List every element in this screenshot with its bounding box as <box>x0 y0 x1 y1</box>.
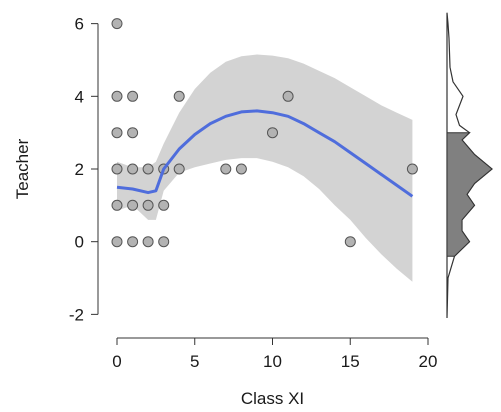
x-tick-label: 15 <box>341 352 360 371</box>
x-tick-label: 0 <box>112 352 121 371</box>
y-ticks: -2 0 2 4 6 <box>69 15 98 324</box>
scatter-point <box>111 163 123 175</box>
scatter-point <box>127 236 139 248</box>
smooth-fit-line <box>116 109 414 198</box>
scatter-point <box>111 18 123 30</box>
scatter-points <box>111 18 418 248</box>
scatter-point <box>158 236 170 248</box>
scatter-point <box>344 236 356 248</box>
scatter-point <box>158 199 170 211</box>
confidence-band-group <box>117 54 413 282</box>
y-tick-label: 2 <box>75 160 84 179</box>
y-axis: -2 0 2 4 6 <box>69 15 99 324</box>
scatter-point <box>111 199 123 211</box>
x-ticks: 0 5 10 15 20 <box>112 338 437 371</box>
confidence-band <box>117 54 413 282</box>
x-tick-label: 20 <box>419 352 438 371</box>
scatter-point <box>127 163 139 175</box>
y-axis-label: Teacher <box>13 138 32 199</box>
scatter-point <box>267 127 278 139</box>
marginal-density-fill <box>446 132 493 257</box>
y-tick-label: -2 <box>69 305 84 324</box>
scatter-point <box>111 236 123 248</box>
x-axis-label: Class XI <box>241 389 304 408</box>
scatter-point <box>220 163 232 175</box>
y-tick-label: 0 <box>75 233 84 252</box>
scatter-point <box>142 199 154 211</box>
scatter-point <box>235 163 247 175</box>
scatter-point <box>127 199 139 211</box>
scatter-point <box>111 90 123 102</box>
scatter-point <box>111 127 123 139</box>
y-tick-label: 4 <box>75 87 84 106</box>
y-tick-label: 6 <box>75 15 84 34</box>
scatter-point <box>127 90 139 102</box>
scatter-point <box>142 163 154 175</box>
scatter-point <box>127 127 139 139</box>
scatter-point <box>282 90 294 102</box>
scatter-point <box>173 90 185 102</box>
x-tick-label: 10 <box>263 352 282 371</box>
scatter-point <box>173 163 185 175</box>
scatter-point <box>142 236 154 248</box>
scatter-point <box>406 163 418 175</box>
x-axis: 0 5 10 15 20 <box>112 337 437 371</box>
x-tick-label: 5 <box>190 352 199 371</box>
